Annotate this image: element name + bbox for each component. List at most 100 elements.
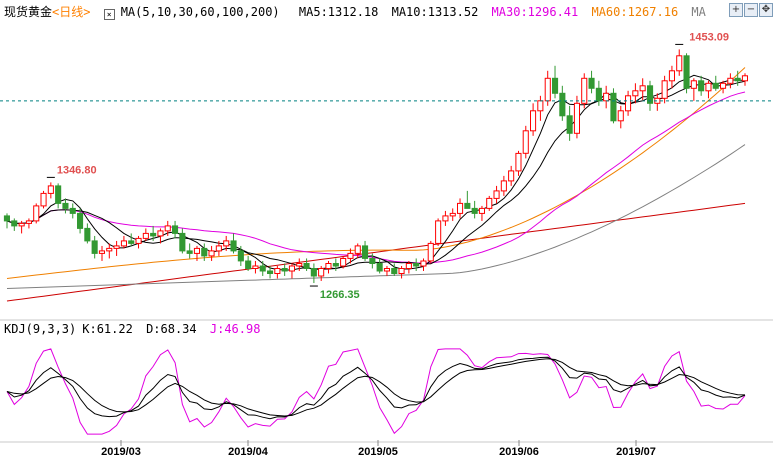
- candle[interactable]: [471, 200, 478, 219]
- candle[interactable]: [354, 243, 361, 259]
- candle[interactable]: [98, 245, 106, 261]
- candle[interactable]: [310, 263, 317, 284]
- candle[interactable]: [435, 218, 442, 246]
- candle[interactable]: [427, 240, 434, 264]
- candle[interactable]: [3, 213, 10, 229]
- candle[interactable]: [625, 90, 632, 116]
- candle[interactable]: [478, 205, 485, 221]
- candle[interactable]: [362, 240, 369, 261]
- candle[interactable]: [106, 243, 113, 259]
- candle[interactable]: [508, 165, 515, 186]
- candle[interactable]: [449, 208, 456, 221]
- candle[interactable]: [201, 243, 208, 261]
- candle[interactable]: [135, 235, 142, 249]
- candle[interactable]: [259, 260, 266, 276]
- candle[interactable]: [33, 203, 40, 224]
- candle[interactable]: [296, 258, 303, 271]
- candle[interactable]: [40, 190, 47, 209]
- zoom-in-button[interactable]: +: [729, 3, 743, 17]
- candle[interactable]: [391, 263, 398, 276]
- candle[interactable]: [486, 195, 493, 211]
- candle[interactable]: [515, 150, 522, 176]
- candle[interactable]: [457, 198, 464, 219]
- candle[interactable]: [62, 198, 69, 214]
- candle[interactable]: [398, 265, 405, 279]
- candle[interactable]: [274, 265, 281, 279]
- candle[interactable]: [595, 80, 602, 106]
- candle[interactable]: [500, 175, 507, 196]
- candle[interactable]: [376, 258, 383, 274]
- candle[interactable]: [288, 263, 295, 279]
- candle[interactable]: [230, 233, 237, 254]
- candle[interactable]: [237, 245, 244, 266]
- candle[interactable]: [245, 255, 252, 271]
- candle[interactable]: [142, 228, 149, 241]
- candle[interactable]: [734, 70, 741, 86]
- candle[interactable]: [193, 245, 200, 261]
- candle[interactable]: [179, 228, 186, 254]
- candle[interactable]: [698, 75, 705, 96]
- candle[interactable]: [705, 80, 712, 99]
- candle[interactable]: [332, 258, 339, 271]
- candle[interactable]: [318, 265, 325, 281]
- candle[interactable]: [84, 223, 91, 244]
- candle[interactable]: [150, 225, 157, 241]
- candle[interactable]: [413, 258, 420, 271]
- candle[interactable]: [617, 105, 624, 129]
- candlesticks[interactable]: [3, 49, 749, 284]
- candle[interactable]: [128, 233, 135, 246]
- candle[interactable]: [566, 105, 573, 141]
- candle[interactable]: [157, 228, 164, 244]
- candle[interactable]: [383, 265, 390, 276]
- candle[interactable]: [77, 208, 84, 234]
- candle[interactable]: [55, 183, 62, 209]
- candle[interactable]: [223, 235, 230, 251]
- zoom-out-button[interactable]: −: [744, 3, 758, 17]
- candle[interactable]: [186, 243, 193, 259]
- candle[interactable]: [164, 220, 171, 236]
- candle[interactable]: [442, 210, 449, 226]
- candle[interactable]: [215, 240, 222, 256]
- candle[interactable]: [588, 70, 595, 94]
- candle[interactable]: [11, 218, 18, 231]
- candle[interactable]: [172, 220, 179, 239]
- candle[interactable]: [91, 235, 98, 259]
- candle[interactable]: [720, 80, 727, 94]
- candle[interactable]: [208, 245, 215, 261]
- candle[interactable]: [639, 78, 646, 101]
- candle[interactable]: [690, 78, 697, 101]
- ma-checkbox-icon[interactable]: ×: [103, 9, 115, 20]
- candle[interactable]: [727, 73, 734, 89]
- candle[interactable]: [47, 182, 54, 199]
- candle[interactable]: [632, 83, 639, 104]
- candle[interactable]: [647, 80, 654, 111]
- candle[interactable]: [522, 125, 529, 159]
- candle[interactable]: [552, 65, 559, 99]
- candle[interactable]: [741, 73, 749, 86]
- candle[interactable]: [325, 260, 332, 274]
- candle[interactable]: [668, 65, 676, 89]
- candle[interactable]: [303, 258, 310, 271]
- candle[interactable]: [530, 103, 537, 136]
- candle[interactable]: [683, 53, 690, 94]
- candle[interactable]: [25, 218, 32, 229]
- candle[interactable]: [340, 255, 347, 269]
- candle[interactable]: [676, 49, 683, 76]
- move-icon[interactable]: ✥: [759, 3, 773, 17]
- candle[interactable]: [661, 75, 668, 104]
- candle[interactable]: [369, 253, 376, 269]
- candle[interactable]: [281, 263, 288, 276]
- candle[interactable]: [267, 265, 274, 279]
- candle[interactable]: [493, 185, 500, 204]
- period-label[interactable]: <日线>: [52, 5, 91, 19]
- candle[interactable]: [252, 260, 259, 274]
- candle[interactable]: [69, 203, 76, 219]
- candle[interactable]: [18, 220, 25, 234]
- candle[interactable]: [420, 258, 427, 271]
- ma-config[interactable]: × MA(5,10,30,60,100,200): [103, 5, 286, 20]
- candle[interactable]: [120, 235, 128, 249]
- candle[interactable]: [405, 260, 412, 274]
- candle[interactable]: [581, 73, 588, 109]
- candle[interactable]: [113, 240, 120, 256]
- candle[interactable]: [464, 190, 471, 209]
